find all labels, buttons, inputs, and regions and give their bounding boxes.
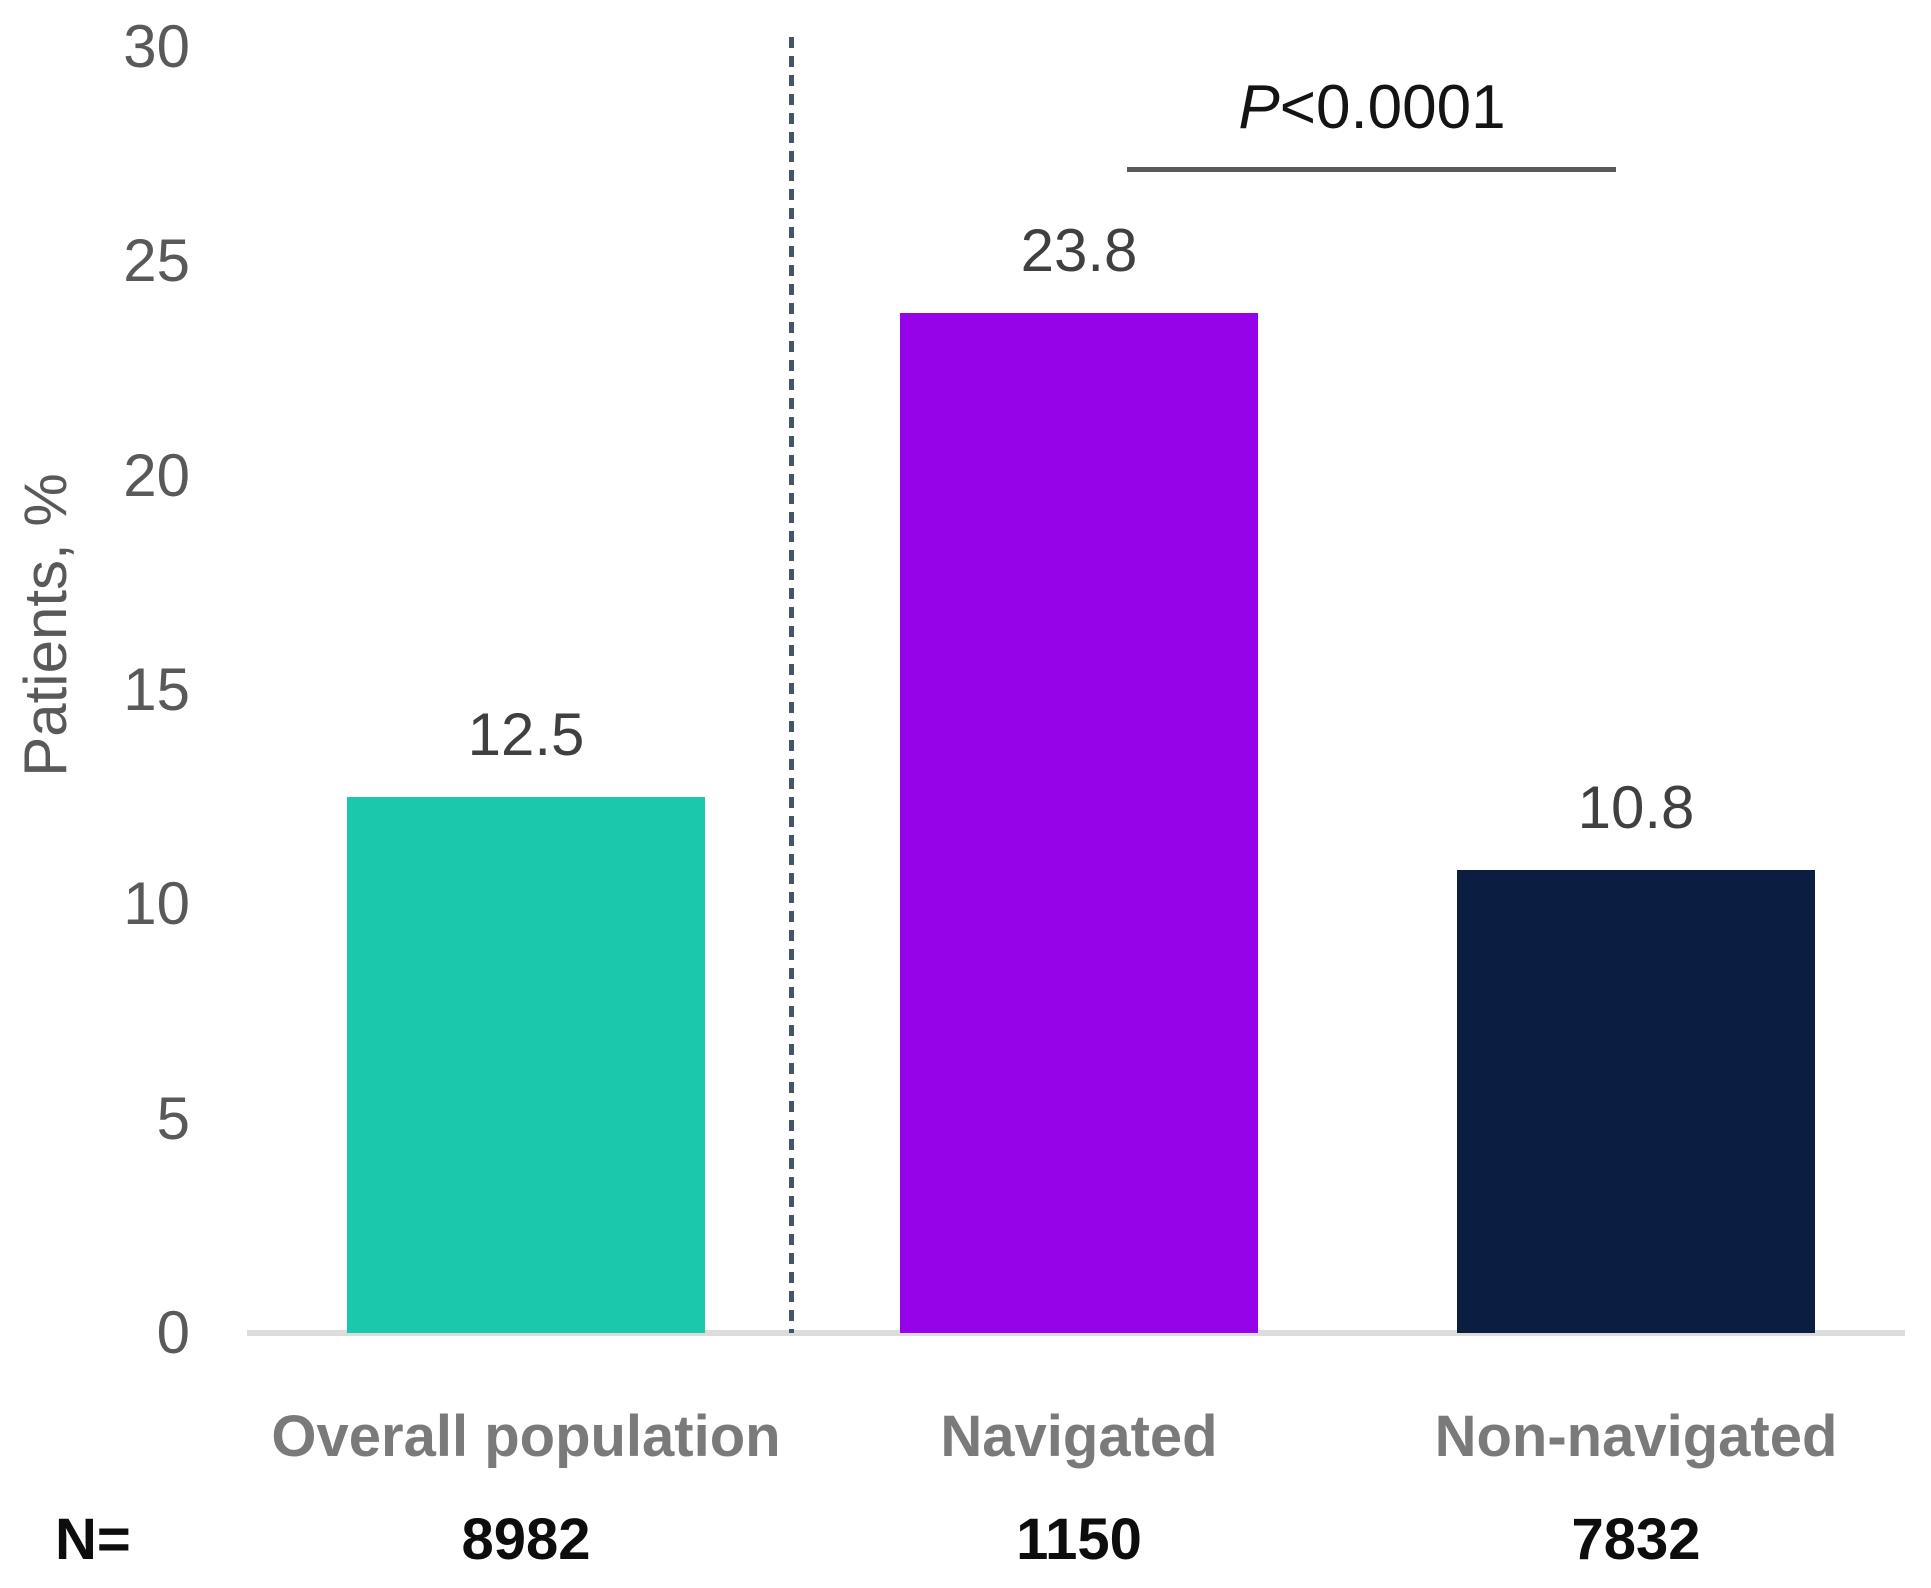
bar-navigated [900,312,1258,1333]
p-value-annotation: P<0.0001 [1112,77,1632,139]
y-tick-30: 30 [123,13,190,80]
y-axis-title: Patients, % [12,473,79,777]
n-value-navigated: 1150 [1016,1507,1142,1572]
category-label-navigated: Navigated [940,1404,1218,1469]
category-label-overall-population: Overall population [271,1404,781,1469]
significance-line [1127,167,1616,172]
value-label-navigated: 23.8 [1020,216,1138,284]
y-tick-10: 10 [123,870,190,938]
x-axis-line [247,1330,1905,1336]
n-value-non-navigated: 7832 [1571,1507,1701,1572]
n-value-overall-population: 8982 [461,1507,591,1572]
y-tick-5: 5 [156,1084,190,1152]
value-label-overall-population: 12.5 [467,701,585,769]
y-tick-25: 25 [123,227,190,295]
p-value-rest: <0.0001 [1279,73,1506,142]
bar-overall-population [347,797,705,1333]
bar-non-navigated [1457,870,1815,1333]
y-tick-0: 0 [156,1299,190,1366]
value-label-non-navigated: 10.8 [1577,774,1695,842]
y-tick-15: 15 [123,656,190,723]
n-equals-label: N= [55,1507,131,1572]
dashed-separator-line [788,37,794,1333]
category-label-non-navigated: Non-navigated [1434,1404,1838,1469]
p-value-prefix: P [1238,73,1280,142]
y-tick-20: 20 [123,441,190,509]
